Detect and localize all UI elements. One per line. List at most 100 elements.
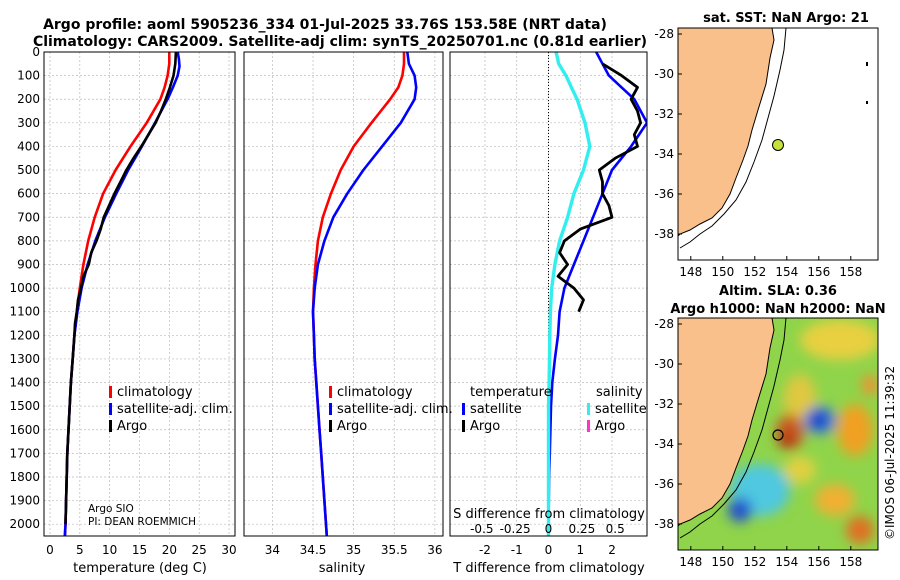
map-x-tick-label: 156 bbox=[807, 555, 830, 569]
y-tick-label: 1400 bbox=[9, 376, 40, 390]
series-line-satellite-adj-clim- bbox=[311, 52, 418, 536]
map-x-tick-label: 150 bbox=[711, 265, 734, 279]
legend-label-argo: Argo bbox=[337, 419, 367, 434]
y-tick-label: 600 bbox=[17, 187, 40, 201]
x-tick-label: 34.5 bbox=[300, 543, 327, 557]
x-axis-label-salinity: salinity bbox=[319, 561, 366, 576]
legend-label-t-argo: Argo bbox=[470, 419, 500, 434]
legend-label-satellite: satellite-adj. clim. bbox=[117, 402, 233, 417]
series-line-climatology bbox=[311, 52, 406, 536]
x-tick-label-top: -0.25 bbox=[500, 522, 531, 536]
y-tick-label: 1500 bbox=[9, 399, 40, 413]
x-tick-label: -1 bbox=[511, 543, 523, 557]
legend-swatch-satellite bbox=[329, 403, 332, 415]
legend-label-climatology: climatology bbox=[117, 385, 193, 400]
land-area bbox=[678, 28, 775, 237]
legend-temperature: climatology satellite-adj. clim. Argo bbox=[109, 385, 233, 434]
y-tick-label: 1600 bbox=[9, 423, 40, 437]
x-tick-label-top: 0 bbox=[545, 522, 553, 536]
y-tick-label: 400 bbox=[17, 139, 40, 153]
legend-difference: temperature satellite Argo salinity sate… bbox=[462, 385, 647, 434]
y-tick-label: 1200 bbox=[9, 328, 40, 342]
map-sst: sat. SST: NaN Argo: 21 148 150 152 154 156 15… bbox=[654, 11, 879, 279]
legend-label-satellite: satellite-adj. clim. bbox=[337, 402, 453, 417]
map-y-tick-label: -38 bbox=[654, 227, 674, 241]
float-marker bbox=[772, 429, 784, 441]
map-x-tick-label: 158 bbox=[839, 265, 862, 279]
legend-swatch-t-argo bbox=[462, 420, 465, 432]
x-tick-label: 10 bbox=[102, 543, 117, 557]
y-tick-label: 1100 bbox=[9, 305, 40, 319]
legend-swatch-argo bbox=[109, 420, 112, 432]
credit-line2: PI: DEAN ROEMMICH bbox=[88, 516, 196, 528]
series-line-argo bbox=[64, 52, 178, 525]
legend-swatch-t-satellite bbox=[462, 403, 465, 415]
x-tick-label: 2 bbox=[608, 543, 616, 557]
series-line-satellite-t-diff bbox=[547, 52, 647, 536]
map-y-tick-label: -32 bbox=[654, 107, 674, 121]
x-tick-label: 36 bbox=[427, 543, 442, 557]
map-y-tick-label: -38 bbox=[654, 517, 674, 531]
series-line-satellite-s-diff-x- bbox=[546, 52, 592, 536]
y-tick-label: 1700 bbox=[9, 446, 40, 460]
x-tick-label: 0 bbox=[46, 543, 54, 557]
map-x-tick-label: 152 bbox=[743, 555, 766, 569]
y-tick-label: 1300 bbox=[9, 352, 40, 366]
series-line-argo-t-diff bbox=[556, 62, 642, 313]
map-y-tick-label: -30 bbox=[654, 67, 674, 81]
map-x-tick-label: 154 bbox=[775, 265, 798, 279]
map-sst-title: sat. SST: NaN Argo: 21 bbox=[703, 11, 869, 26]
legend-swatch-s-argo bbox=[587, 420, 590, 432]
map-x-tick-label: 158 bbox=[839, 555, 862, 569]
legend-label-t-satellite: satellite bbox=[470, 402, 522, 417]
legend-swatch-climatology bbox=[109, 386, 112, 398]
x-tick-label-top: -0.5 bbox=[470, 522, 493, 536]
y-tick-label: 200 bbox=[17, 92, 40, 106]
x-tick-label: 34 bbox=[265, 543, 280, 557]
x-tick-label: 35 bbox=[346, 543, 361, 557]
legend-header-temperature: temperature bbox=[470, 385, 552, 400]
chart-title-line1: Argo profile: aoml 5905236_334 01-Jul-20… bbox=[43, 17, 607, 33]
legend-swatch-s-satellite bbox=[587, 403, 590, 415]
x-axis-label-sdiff: S difference from climatology bbox=[453, 507, 645, 522]
y-tick-label: 1000 bbox=[9, 281, 40, 295]
y-tick-label: 1800 bbox=[9, 470, 40, 484]
y-tick-label: 0 bbox=[32, 45, 40, 59]
x-tick-label: 35.5 bbox=[381, 543, 408, 557]
x-tick-label-top: 0.25 bbox=[569, 522, 596, 536]
y-tick-label: 700 bbox=[17, 210, 40, 224]
chart-title-line2: Climatology: CARS2009. Satellite-adj cli… bbox=[33, 34, 647, 50]
map-x-tick-label: 150 bbox=[711, 555, 734, 569]
map-x-tick-label: 154 bbox=[775, 555, 798, 569]
map-y-tick-label: -36 bbox=[654, 477, 674, 491]
map-sla-title-line1: Altim. SLA: 0.36 bbox=[719, 284, 837, 299]
salinity-panel: 34 34.5 35 35.5 36 bbox=[243, 51, 444, 557]
x-tick-label: 0 bbox=[545, 543, 553, 557]
y-tick-label: 1900 bbox=[9, 494, 40, 508]
legend-label-argo: Argo bbox=[117, 419, 147, 434]
map-dot bbox=[866, 62, 868, 66]
difference-panel: -2 -1 0 1 2 -0.5 -0.25 0 0.25 0.5 bbox=[449, 51, 648, 557]
legend-label-s-satellite: satellite bbox=[595, 402, 647, 417]
map-sla-title-line2: Argo h1000: NaN h2000: NaN bbox=[670, 302, 885, 317]
x-axis-label-temperature: temperature (deg C) bbox=[73, 561, 207, 576]
x-tick-label: 5 bbox=[76, 543, 84, 557]
x-tick-label: 1 bbox=[576, 543, 584, 557]
y-tick-label: 100 bbox=[17, 69, 40, 83]
map-sla: Altim. SLA: 0.36 Argo h1000: NaN h2000: … bbox=[654, 284, 885, 569]
y-tick-label: 900 bbox=[17, 257, 40, 271]
legend-salinity: climatology satellite-adj. clim. Argo bbox=[329, 385, 453, 434]
shelf-contour bbox=[679, 28, 787, 249]
map-dot bbox=[866, 101, 868, 104]
legend-swatch-argo bbox=[329, 420, 332, 432]
temperature-panel: 0100200300400500600700800900100011001200… bbox=[9, 45, 236, 557]
map-y-tick-label: -28 bbox=[654, 317, 674, 331]
map-y-tick-label: -32 bbox=[654, 397, 674, 411]
legend-swatch-satellite bbox=[109, 403, 112, 415]
float-marker bbox=[772, 139, 784, 151]
x-tick-label-top: 0.5 bbox=[606, 522, 625, 536]
map-x-tick-label: 156 bbox=[807, 265, 830, 279]
credit-line1: Argo SIO bbox=[88, 503, 134, 515]
shelf-contour bbox=[679, 318, 787, 539]
